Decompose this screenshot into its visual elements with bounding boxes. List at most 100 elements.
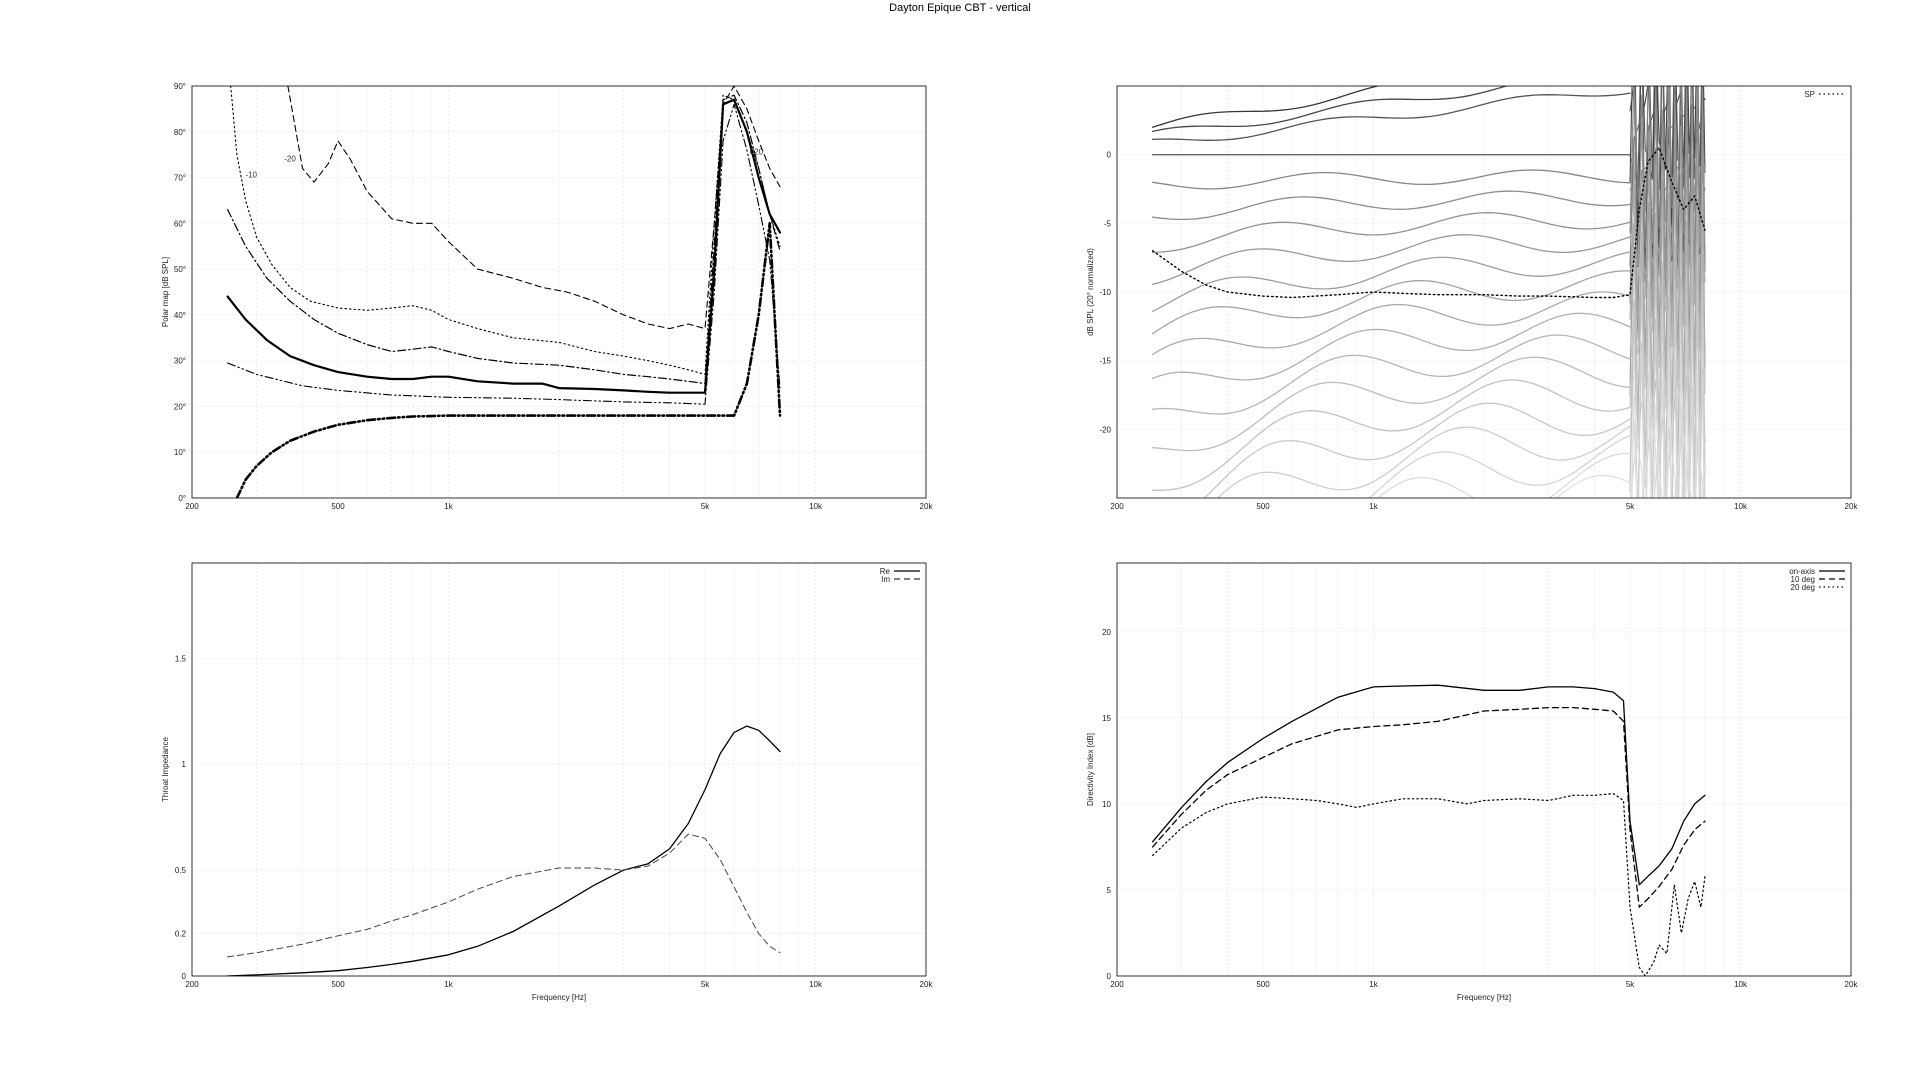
- contour-line-3: [226, 98, 782, 394]
- x-tick-label: 200: [1110, 980, 1124, 989]
- series-re-line: [226, 725, 781, 976]
- page-title: Dayton Epique CBT - vertical: [889, 2, 1031, 14]
- plot-border: [191, 562, 927, 977]
- response-tail-16: [1629, 284, 1706, 498]
- contour-label: -10: [245, 171, 257, 180]
- x-tick-label: 5k: [1626, 502, 1635, 511]
- x-tick-label: 500: [1256, 980, 1270, 989]
- x-axis-label: Frequency [Hz]: [1457, 993, 1511, 1002]
- y-tick-label: -20: [1099, 425, 1111, 434]
- contour-line-5: [235, 222, 782, 498]
- x-tick-label: 5k: [1626, 980, 1635, 989]
- response-curve-17: [1368, 434, 1631, 498]
- x-tick-label: 20k: [920, 980, 934, 989]
- y-axis-label: Throat Impedance: [161, 736, 170, 801]
- x-tick-label: 1k: [1369, 980, 1378, 989]
- y-tick-label: 90°: [174, 82, 186, 91]
- legend-label: on-axis: [1789, 567, 1815, 576]
- y-tick-label: 30°: [174, 357, 186, 366]
- y-tick-label: 50°: [174, 265, 186, 274]
- x-tick-label: 500: [1256, 502, 1270, 511]
- response-curve-0: [1151, 86, 1381, 128]
- series-line-2: [1151, 793, 1706, 976]
- x-tick-label: 10k: [1734, 980, 1748, 989]
- response-curve-5: [1151, 190, 1631, 221]
- y-axis-label: Polar map [dB SPL]: [161, 257, 170, 327]
- response-curve-2: [1151, 92, 1631, 141]
- response-tail-17: [1630, 305, 1705, 498]
- series-line-1: [1151, 706, 1706, 908]
- x-tick-label: 5k: [701, 980, 710, 989]
- x-tick-label: 200: [185, 980, 199, 989]
- y-tick-label: 20°: [174, 402, 186, 411]
- legend-label: SP: [1804, 90, 1815, 99]
- x-tick-label: 10k: [809, 980, 823, 989]
- response-curve-16: [1216, 425, 1631, 498]
- contour-line-2: [226, 94, 781, 385]
- y-tick-label: 15: [1102, 714, 1111, 723]
- y-tick-label: 10°: [174, 448, 186, 457]
- response-curve-15: [1203, 402, 1631, 498]
- y-tick-label: 1.5: [175, 654, 187, 663]
- plot-border: [1116, 562, 1852, 977]
- y-tick-label: -5: [1104, 219, 1112, 228]
- y-tick-label: 1: [182, 760, 187, 769]
- response-curve-18: [1377, 452, 1631, 498]
- x-tick-label: 1k: [1369, 502, 1378, 511]
- response-curve-4: [1151, 169, 1631, 190]
- response-curve-12: [1151, 334, 1631, 415]
- x-tick-label: 500: [331, 502, 345, 511]
- plot-area: [226, 725, 781, 976]
- response-tail-18: [1631, 326, 1704, 498]
- x-tick-label: 10k: [809, 502, 823, 511]
- y-axis-label: Directivity Index [dB]: [1086, 733, 1095, 806]
- series-im-line: [227, 833, 781, 958]
- response-tail-1: [1629, 86, 1706, 268]
- response-curve-9: [1151, 270, 1631, 335]
- x-tick-label: 20k: [1845, 980, 1859, 989]
- y-tick-label: 40°: [174, 311, 186, 320]
- y-tick-label: 0: [1107, 972, 1112, 981]
- response-curve-6: [1151, 212, 1631, 253]
- response-tail-15: [1629, 264, 1706, 498]
- x-tick-label: 500: [331, 980, 345, 989]
- series-line-0: [1151, 684, 1706, 886]
- plot-area: [226, 86, 782, 498]
- legend-label: 10 deg: [1791, 575, 1815, 584]
- response-curve-10: [1151, 291, 1631, 356]
- response-curve-8: [1151, 251, 1631, 313]
- y-tick-label: 60°: [174, 219, 186, 228]
- legend-label: Re: [880, 567, 891, 576]
- plot-border: [1116, 85, 1852, 499]
- normalized-spl-chart: 200 500 1k 5k 10k 20k -20 -15 -10 -5 0 dB SPL (20° …: [1086, 85, 1858, 511]
- directivity-index-chart: 200 500 1k 5k 10k 20k 0 5 10 15 20 Directivity Inde…: [1086, 562, 1858, 1002]
- response-curve-1: [1151, 86, 1509, 133]
- y-tick-label: 80°: [174, 128, 186, 137]
- y-tick-label: -15: [1099, 357, 1111, 366]
- contour-line-1: [230, 86, 781, 375]
- sound-power-curve: [1151, 147, 1706, 299]
- y-tick-label: 0.5: [175, 866, 187, 875]
- x-tick-label: 20k: [920, 502, 934, 511]
- legend-label: Im: [881, 575, 890, 584]
- y-tick-label: 10: [1102, 800, 1111, 809]
- y-tick-label: 5: [1107, 886, 1112, 895]
- y-tick-label: 0.2: [175, 930, 187, 939]
- plot-area: [1151, 86, 1706, 498]
- y-tick-label: 0°: [178, 494, 186, 503]
- y-axis-label: dB SPL (20° normalized): [1086, 248, 1095, 336]
- y-tick-label: 0: [182, 972, 187, 981]
- polar-map-chart: 200 500 1k 5k 10k 20k 0° 10° 20° 30° 40° 50° 60° 70° 8…: [161, 82, 933, 511]
- throat-impedance-chart: 200 500 1k 5k 10k 20k 0 0.2 0.5 1 1.5 Throat Impeda…: [161, 562, 933, 1002]
- x-axis-label: Frequency [Hz]: [532, 993, 586, 1002]
- x-tick-label: 20k: [1845, 502, 1859, 511]
- response-curve-11: [1151, 312, 1631, 381]
- x-tick-label: 10k: [1734, 502, 1748, 511]
- response-tail-19: [1630, 346, 1706, 498]
- contour-line-4: [227, 103, 781, 405]
- x-tick-label: 200: [1110, 502, 1124, 511]
- y-tick-label: -10: [1099, 288, 1111, 297]
- y-tick-label: 20: [1102, 628, 1111, 637]
- contour-line-0: [287, 86, 781, 330]
- contour-label: -20: [284, 155, 296, 164]
